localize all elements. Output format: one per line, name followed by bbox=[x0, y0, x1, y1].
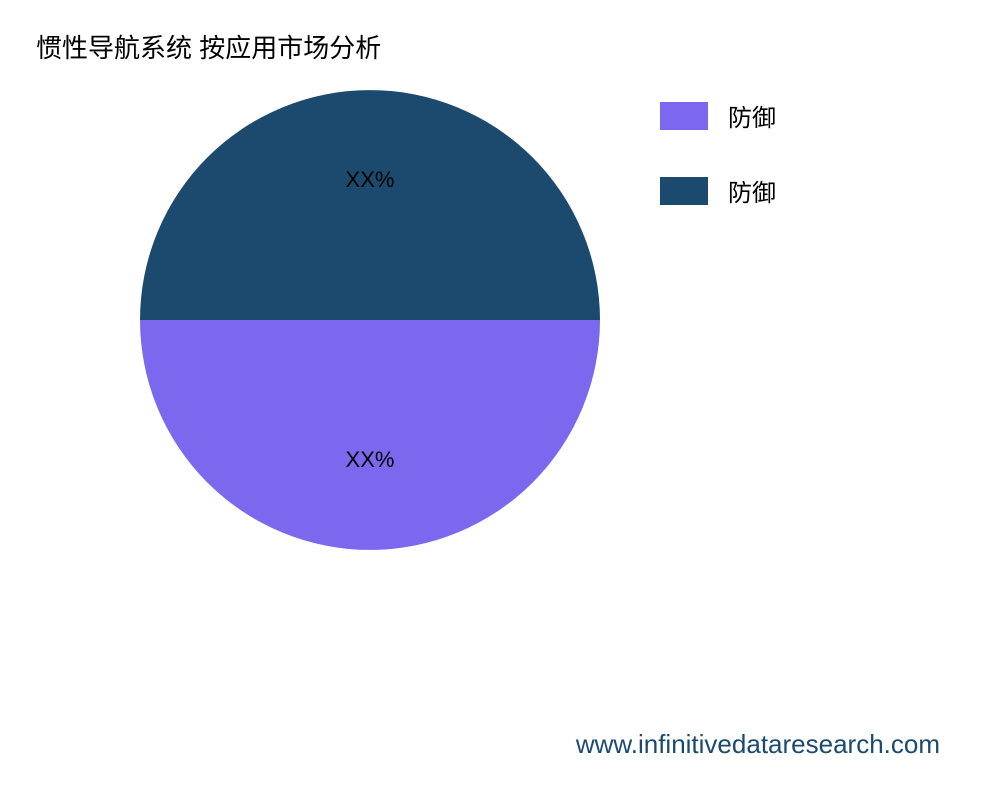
legend-swatch bbox=[660, 177, 708, 205]
legend-item: 防御 bbox=[660, 173, 776, 208]
legend: 防御 防御 bbox=[660, 98, 776, 248]
legend-swatch bbox=[660, 102, 708, 130]
pie-slice-bottom bbox=[140, 320, 600, 550]
pie-slice-top bbox=[140, 90, 600, 320]
legend-item: 防御 bbox=[660, 98, 776, 133]
legend-label: 防御 bbox=[728, 98, 776, 133]
pie-chart: XX% XX% bbox=[140, 90, 600, 550]
pie-svg bbox=[140, 90, 600, 550]
pie-slice-label-top: XX% bbox=[346, 167, 395, 193]
legend-label: 防御 bbox=[728, 173, 776, 208]
pie-slice-label-bottom: XX% bbox=[346, 447, 395, 473]
footer-attribution: www.infinitivedataresearch.com bbox=[576, 729, 940, 760]
chart-title: 惯性导航系统 按应用市场分析 bbox=[36, 28, 381, 65]
